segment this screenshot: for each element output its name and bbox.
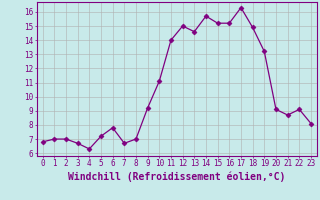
- X-axis label: Windchill (Refroidissement éolien,°C): Windchill (Refroidissement éolien,°C): [68, 171, 285, 182]
